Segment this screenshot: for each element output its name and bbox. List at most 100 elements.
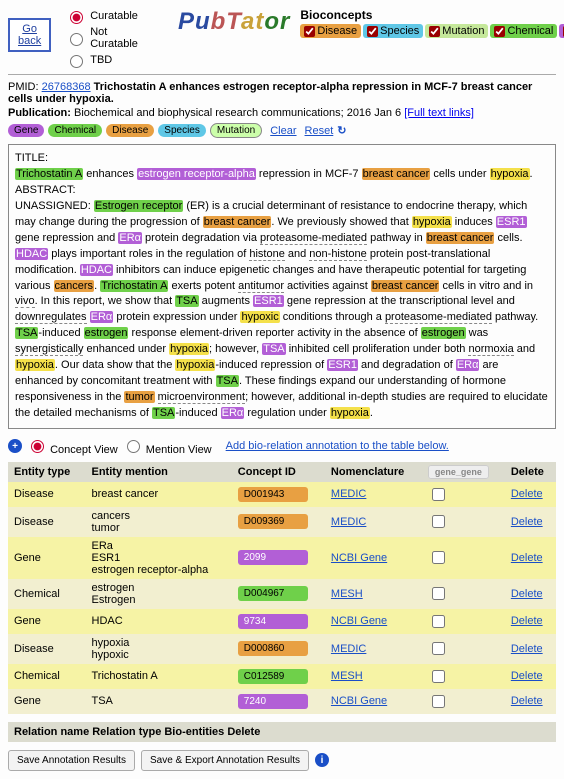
pmid-line: PMID: 26768368 Trichostatin A enhances e… <box>8 81 556 105</box>
gene-gene-checkbox[interactable] <box>432 642 445 655</box>
delete-link[interactable]: Delete <box>511 552 543 564</box>
nomenclature-link[interactable]: MEDIC <box>331 516 366 528</box>
cell-entity-mention: estrogenEstrogen <box>86 579 232 609</box>
relations-header: Relation name Relation type Bio-entities… <box>8 722 556 742</box>
delete-link[interactable]: Delete <box>511 643 543 655</box>
gene-gene-checkbox[interactable] <box>432 695 445 708</box>
logo-pu: Pu <box>178 8 211 35</box>
topbar: Go back Curatable Not Curatable TBD PubT… <box>8 8 556 68</box>
delete-link[interactable]: Delete <box>511 615 543 627</box>
gene-gene-checkbox[interactable] <box>432 670 445 683</box>
pmid-label: PMID: <box>8 81 39 93</box>
table-row: DiseasehypoxiahypoxicD000860MEDICDelete <box>8 634 556 664</box>
gene-gene-checkbox[interactable] <box>432 615 445 628</box>
concept-view-radio[interactable]: Concept View <box>26 437 118 456</box>
info-icon[interactable]: i <box>315 753 329 767</box>
radio-not-curatable[interactable]: Not Curatable <box>65 26 138 50</box>
pill-disease[interactable]: Disease <box>106 124 154 137</box>
save-button[interactable]: Save Annotation Results <box>8 750 135 771</box>
radio-tbd[interactable]: TBD <box>65 52 138 68</box>
radio-curatable[interactable]: Curatable <box>65 8 138 24</box>
cell-entity-mention: cancerstumor <box>86 507 232 537</box>
delete-link[interactable]: Delete <box>511 670 543 682</box>
publication-text: Biochemical and biophysical research com… <box>74 107 404 119</box>
abstract-label: ABSTRACT: <box>15 183 549 199</box>
go-back-button[interactable]: Go back <box>8 18 51 52</box>
gene-gene-checkbox[interactable] <box>432 515 445 528</box>
full-text-link[interactable]: [Full text links] <box>404 107 474 119</box>
pill-mutation[interactable]: Mutation <box>210 123 262 138</box>
nomenclature-link[interactable]: NCBI Gene <box>331 695 387 707</box>
cell-concept-id: D004967 <box>232 579 325 609</box>
mention-view-radio[interactable]: Mention View <box>122 437 212 456</box>
nomenclature-link[interactable]: MESH <box>331 588 363 600</box>
bioconcepts-title: Bioconcepts <box>300 8 564 22</box>
th-nomenclature: Nomenclature <box>325 462 422 482</box>
pubtator-logo: PubTator <box>178 8 290 36</box>
cell-concept-id: 2099 <box>232 537 325 579</box>
logo-or: or <box>264 8 290 35</box>
th-concept-id: Concept ID <box>232 462 325 482</box>
nomenclature-link[interactable]: NCBI Gene <box>331 615 387 627</box>
table-row: Diseasebreast cancerD001943MEDICDelete <box>8 482 556 507</box>
cell-entity-mention: hypoxiahypoxic <box>86 634 232 664</box>
nomenclature-link[interactable]: MEDIC <box>331 488 366 500</box>
gene-gene-checkbox[interactable] <box>432 551 445 564</box>
bioconcept-disease[interactable]: Disease <box>300 24 361 38</box>
curation-radio-group: Curatable Not Curatable TBD <box>65 8 138 68</box>
cell-concept-id: 9734 <box>232 609 325 634</box>
nomenclature-link[interactable]: MESH <box>331 670 363 682</box>
cell-entity-type: Gene <box>8 689 86 714</box>
th-entity-type: Entity type <box>8 462 86 482</box>
cell-entity-type: Disease <box>8 482 86 507</box>
radio-not-curatable-label: Not Curatable <box>90 26 138 50</box>
cell-entity-type: Disease <box>8 507 86 537</box>
logo-at: at <box>241 8 264 35</box>
pill-gene[interactable]: Gene <box>8 124 44 137</box>
pill-species[interactable]: Species <box>158 124 206 137</box>
pill-chemical[interactable]: Chemical <box>48 124 102 137</box>
add-icon[interactable]: + <box>8 439 22 453</box>
bioconcept-mutation[interactable]: Mutation <box>425 24 488 38</box>
delete-link[interactable]: Delete <box>511 488 543 500</box>
add-relation-link[interactable]: Add bio-relation annotation to the table… <box>226 440 449 452</box>
delete-link[interactable]: Delete <box>511 516 543 528</box>
publication-line: Publication: Biochemical and biophysical… <box>8 107 556 119</box>
cell-entity-type: Gene <box>8 609 86 634</box>
th-gene-gene: gene_gene <box>422 462 505 482</box>
table-row: ChemicalestrogenEstrogenD004967 MESH Delet… <box>8 579 556 609</box>
cell-entity-type: Chemical <box>8 579 86 609</box>
nomenclature-link[interactable]: NCBI Gene <box>331 552 387 564</box>
table-row: GeneERaESR1estrogen receptor-alpha2099 NC… <box>8 537 556 579</box>
gene-gene-checkbox[interactable] <box>432 587 445 600</box>
article-title: Trichostatin A enhances estrogen recepto… <box>15 167 549 183</box>
bioconcept-gene[interactable]: Gene <box>559 24 564 38</box>
bioconcept-species[interactable]: Species <box>363 24 423 38</box>
abstract-box: TITLE: Trichostatin A enhances estrogen … <box>8 144 556 429</box>
cell-entity-mention: ERaESR1estrogen receptor-alpha <box>86 537 232 579</box>
save-export-button[interactable]: Save & Export Annotation Results <box>141 750 309 771</box>
divider <box>8 74 556 75</box>
cell-entity-type: Chemical <box>8 664 86 689</box>
button-row: Save Annotation Results Save & Export An… <box>8 750 556 771</box>
annotation-table: Entity type Entity mention Concept ID No… <box>8 462 556 714</box>
bioconcepts-row: Disease Species Mutation Chemical Gene <box>300 24 564 38</box>
th-delete: Delete <box>505 462 556 482</box>
publication-label: Publication: <box>8 107 71 119</box>
gene-gene-checkbox[interactable] <box>432 488 445 501</box>
delete-link[interactable]: Delete <box>511 695 543 707</box>
article-body: UNASSIGNED: Estrogen receptor (ER) is a … <box>15 199 549 422</box>
reset-link[interactable]: Reset <box>305 125 334 137</box>
clear-link[interactable]: Clear <box>270 125 296 137</box>
table-row: GeneHDAC9734 NCBI Gene Delete <box>8 609 556 634</box>
pmid-link[interactable]: 26768368 <box>42 81 91 93</box>
nomenclature-link[interactable]: MEDIC <box>331 643 366 655</box>
bioconcept-chemical[interactable]: Chemical <box>490 24 557 38</box>
table-row: DiseasecancerstumorD009369MEDICDelete <box>8 507 556 537</box>
cell-entity-type: Gene <box>8 537 86 579</box>
table-row: GeneTSA7240NCBI GeneDelete <box>8 689 556 714</box>
delete-link[interactable]: Delete <box>511 588 543 600</box>
cell-entity-mention: HDAC <box>86 609 232 634</box>
reset-icon[interactable]: ↻ <box>337 124 346 137</box>
pill-row: Gene Chemical Disease Species Mutation C… <box>8 123 556 138</box>
